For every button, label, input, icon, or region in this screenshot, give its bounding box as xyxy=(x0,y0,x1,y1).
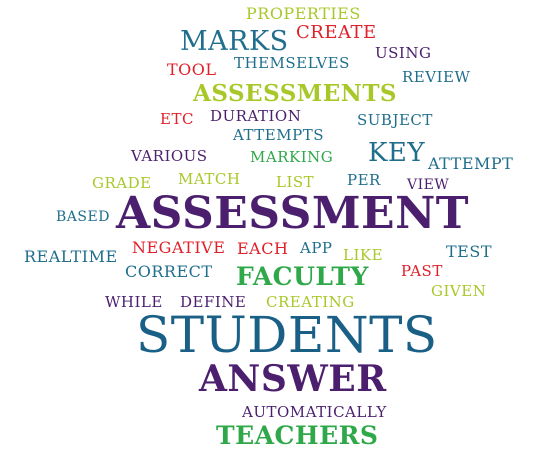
word-students: STUDENTS xyxy=(136,306,438,364)
word-grade: GRADE xyxy=(92,174,152,192)
word-per: PER xyxy=(347,171,381,189)
word-answer: ANSWER xyxy=(199,358,387,400)
word-app: APP xyxy=(300,239,333,257)
word-each: EACH xyxy=(237,239,289,258)
word-marks: MARKS xyxy=(180,26,289,57)
word-etc: ETC xyxy=(160,110,194,128)
word-assessment: ASSESSMENT xyxy=(116,188,470,239)
word-tool: TOOL xyxy=(167,60,217,79)
word-teachers: TEACHERS xyxy=(216,421,379,450)
word-marking: MARKING xyxy=(250,148,334,166)
word-past: PAST xyxy=(401,262,443,280)
word-test: TEST xyxy=(446,242,492,261)
word-themselves: THEMSELVES xyxy=(234,54,350,72)
word-while: WHILE xyxy=(105,293,163,311)
word-assessments: ASSESSMENTS xyxy=(193,80,398,107)
word-attempt: ATTEMPT xyxy=(428,154,514,173)
word-define: DEFINE xyxy=(180,293,247,311)
word-automatically: AUTOMATICALLY xyxy=(242,403,387,421)
word-create: CREATE xyxy=(296,22,377,43)
word-given: GIVEN xyxy=(431,282,487,300)
word-duration: DURATION xyxy=(210,107,302,125)
word-match: MATCH xyxy=(178,170,241,188)
word-creating: CREATING xyxy=(266,293,355,311)
word-list: LIST xyxy=(276,173,315,191)
word-realtime: REALTIME xyxy=(24,247,118,266)
word-correct: CORRECT xyxy=(125,262,213,281)
word-various: VARIOUS xyxy=(131,147,208,165)
word-subject: SUBJECT xyxy=(357,111,433,129)
word-key: KEY xyxy=(368,138,426,168)
word-properties: PROPERTIES xyxy=(246,4,361,23)
word-attempts: ATTEMPTS xyxy=(233,126,324,144)
word-review: REVIEW xyxy=(402,68,471,86)
word-using: USING xyxy=(375,44,432,62)
word-based: BASED xyxy=(56,209,110,225)
word-view: VIEW xyxy=(407,177,450,193)
word-faculty: FACULTY xyxy=(236,262,369,291)
word-like: LIKE xyxy=(343,246,384,264)
word-negative: NEGATIVE xyxy=(132,238,226,257)
